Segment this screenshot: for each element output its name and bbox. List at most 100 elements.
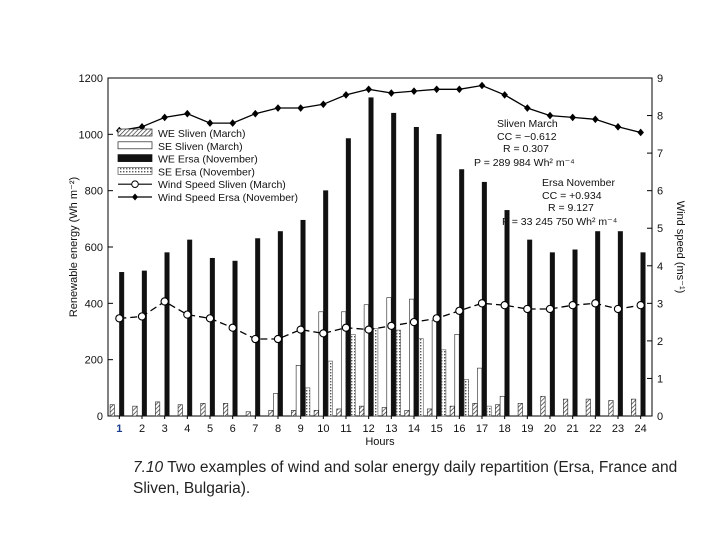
bar-black <box>527 239 533 417</box>
bar-dotted <box>395 329 401 417</box>
wind-ersa-point <box>320 100 327 109</box>
bar-black <box>617 231 623 417</box>
bar-black <box>640 252 646 417</box>
bar-hatched <box>404 410 410 417</box>
y2-tick-label: 6 <box>657 186 663 198</box>
bar-black <box>572 249 578 417</box>
wind-ersa-point <box>161 113 168 122</box>
bar-hatched <box>449 405 455 417</box>
x-tick-label: 14 <box>408 423 420 435</box>
wind-sliven-point <box>273 334 283 344</box>
x-tick-label: 17 <box>476 423 488 435</box>
wind-ersa-point <box>410 87 418 95</box>
legend-label: WE Ersa (November) <box>158 154 258 166</box>
bar-hatched <box>608 400 614 417</box>
bar-dotted <box>441 349 447 417</box>
bar-black <box>277 231 283 417</box>
bar-white <box>295 364 301 417</box>
bar-black <box>164 252 170 417</box>
wind-sliven-point <box>636 301 645 310</box>
bar-black <box>368 97 374 417</box>
y2-tick-label: 5 <box>657 223 663 235</box>
bar-hatched <box>495 404 501 417</box>
y2-tick-label: 3 <box>657 298 663 310</box>
x-tick-label: 2 <box>139 423 145 435</box>
bar-white <box>273 393 279 417</box>
wind-sliven-point <box>432 314 441 323</box>
bar-hatched <box>359 405 365 417</box>
bar-black <box>504 210 510 417</box>
bar-hatched <box>563 398 569 417</box>
bar-black <box>323 190 329 417</box>
wind-sliven-point <box>613 304 623 314</box>
legend-swatch <box>117 154 153 162</box>
bar-white <box>499 395 505 417</box>
bar-white <box>431 319 437 417</box>
bar-black <box>300 219 306 417</box>
bar-hatched <box>472 403 478 417</box>
bar-hatched <box>245 411 251 417</box>
wind-ersa-point <box>184 109 191 118</box>
wind-ersa-point <box>478 81 486 90</box>
wind-sliven-point <box>160 297 169 306</box>
bar-white <box>363 304 369 417</box>
bar-black <box>141 270 147 417</box>
annotation-title: Sliven March <box>497 118 558 130</box>
bar-hatched <box>155 401 161 417</box>
bar-dotted <box>350 334 356 417</box>
y-axis-title: Renewable energy (Wh m⁻²) <box>68 177 80 317</box>
x-tick-label: 22 <box>589 423 601 435</box>
y2-tick-label: 8 <box>657 111 663 123</box>
annotation-cc: CC = +0.934 <box>542 190 602 202</box>
bar-black <box>209 257 215 417</box>
x-tick-label: 5 <box>207 423 213 435</box>
x-tick-label: 15 <box>431 423 443 435</box>
annotation-r: R = 0.307 <box>503 143 549 155</box>
x-axis-title: Hours <box>365 436 395 448</box>
x-tick-label: 11 <box>340 423 351 435</box>
x-tick-label: 18 <box>499 423 511 435</box>
y-tick-label: 600 <box>85 242 103 254</box>
wind-sliven-point <box>137 312 147 321</box>
wind-sliven-point <box>228 323 237 332</box>
bar-black <box>459 169 465 417</box>
wind-sliven-line <box>119 300 641 340</box>
x-tick-label: 6 <box>230 423 236 435</box>
bar-black <box>413 126 419 417</box>
annotation-p: P = 33 245 750 Wh² m⁻⁴ <box>502 216 617 228</box>
y2-axis-title: Wind speed (ms⁻¹) <box>674 201 686 294</box>
bar-dotted <box>373 328 379 417</box>
y-tick-label: 1200 <box>79 73 103 85</box>
bar-hatched <box>540 395 546 417</box>
bar-white <box>386 297 392 417</box>
bar-white <box>454 334 460 417</box>
bar-black <box>232 260 238 417</box>
bar-white <box>409 298 415 417</box>
bar-dotted <box>305 387 311 417</box>
y-tick-label: 0 <box>97 411 103 423</box>
bar-dotted <box>463 379 469 417</box>
wind-sliven-point <box>341 323 351 332</box>
x-tick-label: 1 <box>116 423 122 435</box>
legend-swatch <box>117 128 153 137</box>
wind-sliven-point <box>568 301 577 310</box>
x-tick-label: 21 <box>567 423 579 435</box>
wind-ersa-line <box>119 84 641 134</box>
x-tick-label: 9 <box>298 423 304 435</box>
y2-tick-label: 9 <box>657 73 663 85</box>
bar-black <box>595 231 601 417</box>
wind-sliven-point <box>183 310 192 319</box>
legend-marker <box>131 180 139 188</box>
wind-sliven-point <box>591 299 600 308</box>
wind-ersa-point <box>501 91 508 99</box>
wind-ersa-point <box>569 113 576 122</box>
legend-marker <box>132 193 138 201</box>
bar-hatched <box>200 403 206 417</box>
bar-hatched <box>517 403 523 417</box>
figure-caption: 7.10 Two examples of wind and solar ener… <box>133 457 693 499</box>
x-tick-label: 10 <box>317 423 329 435</box>
bar-hatched <box>427 408 433 417</box>
legend-label: Wind Speed Ersa (November) <box>158 192 298 204</box>
bar-hatched <box>313 410 319 417</box>
